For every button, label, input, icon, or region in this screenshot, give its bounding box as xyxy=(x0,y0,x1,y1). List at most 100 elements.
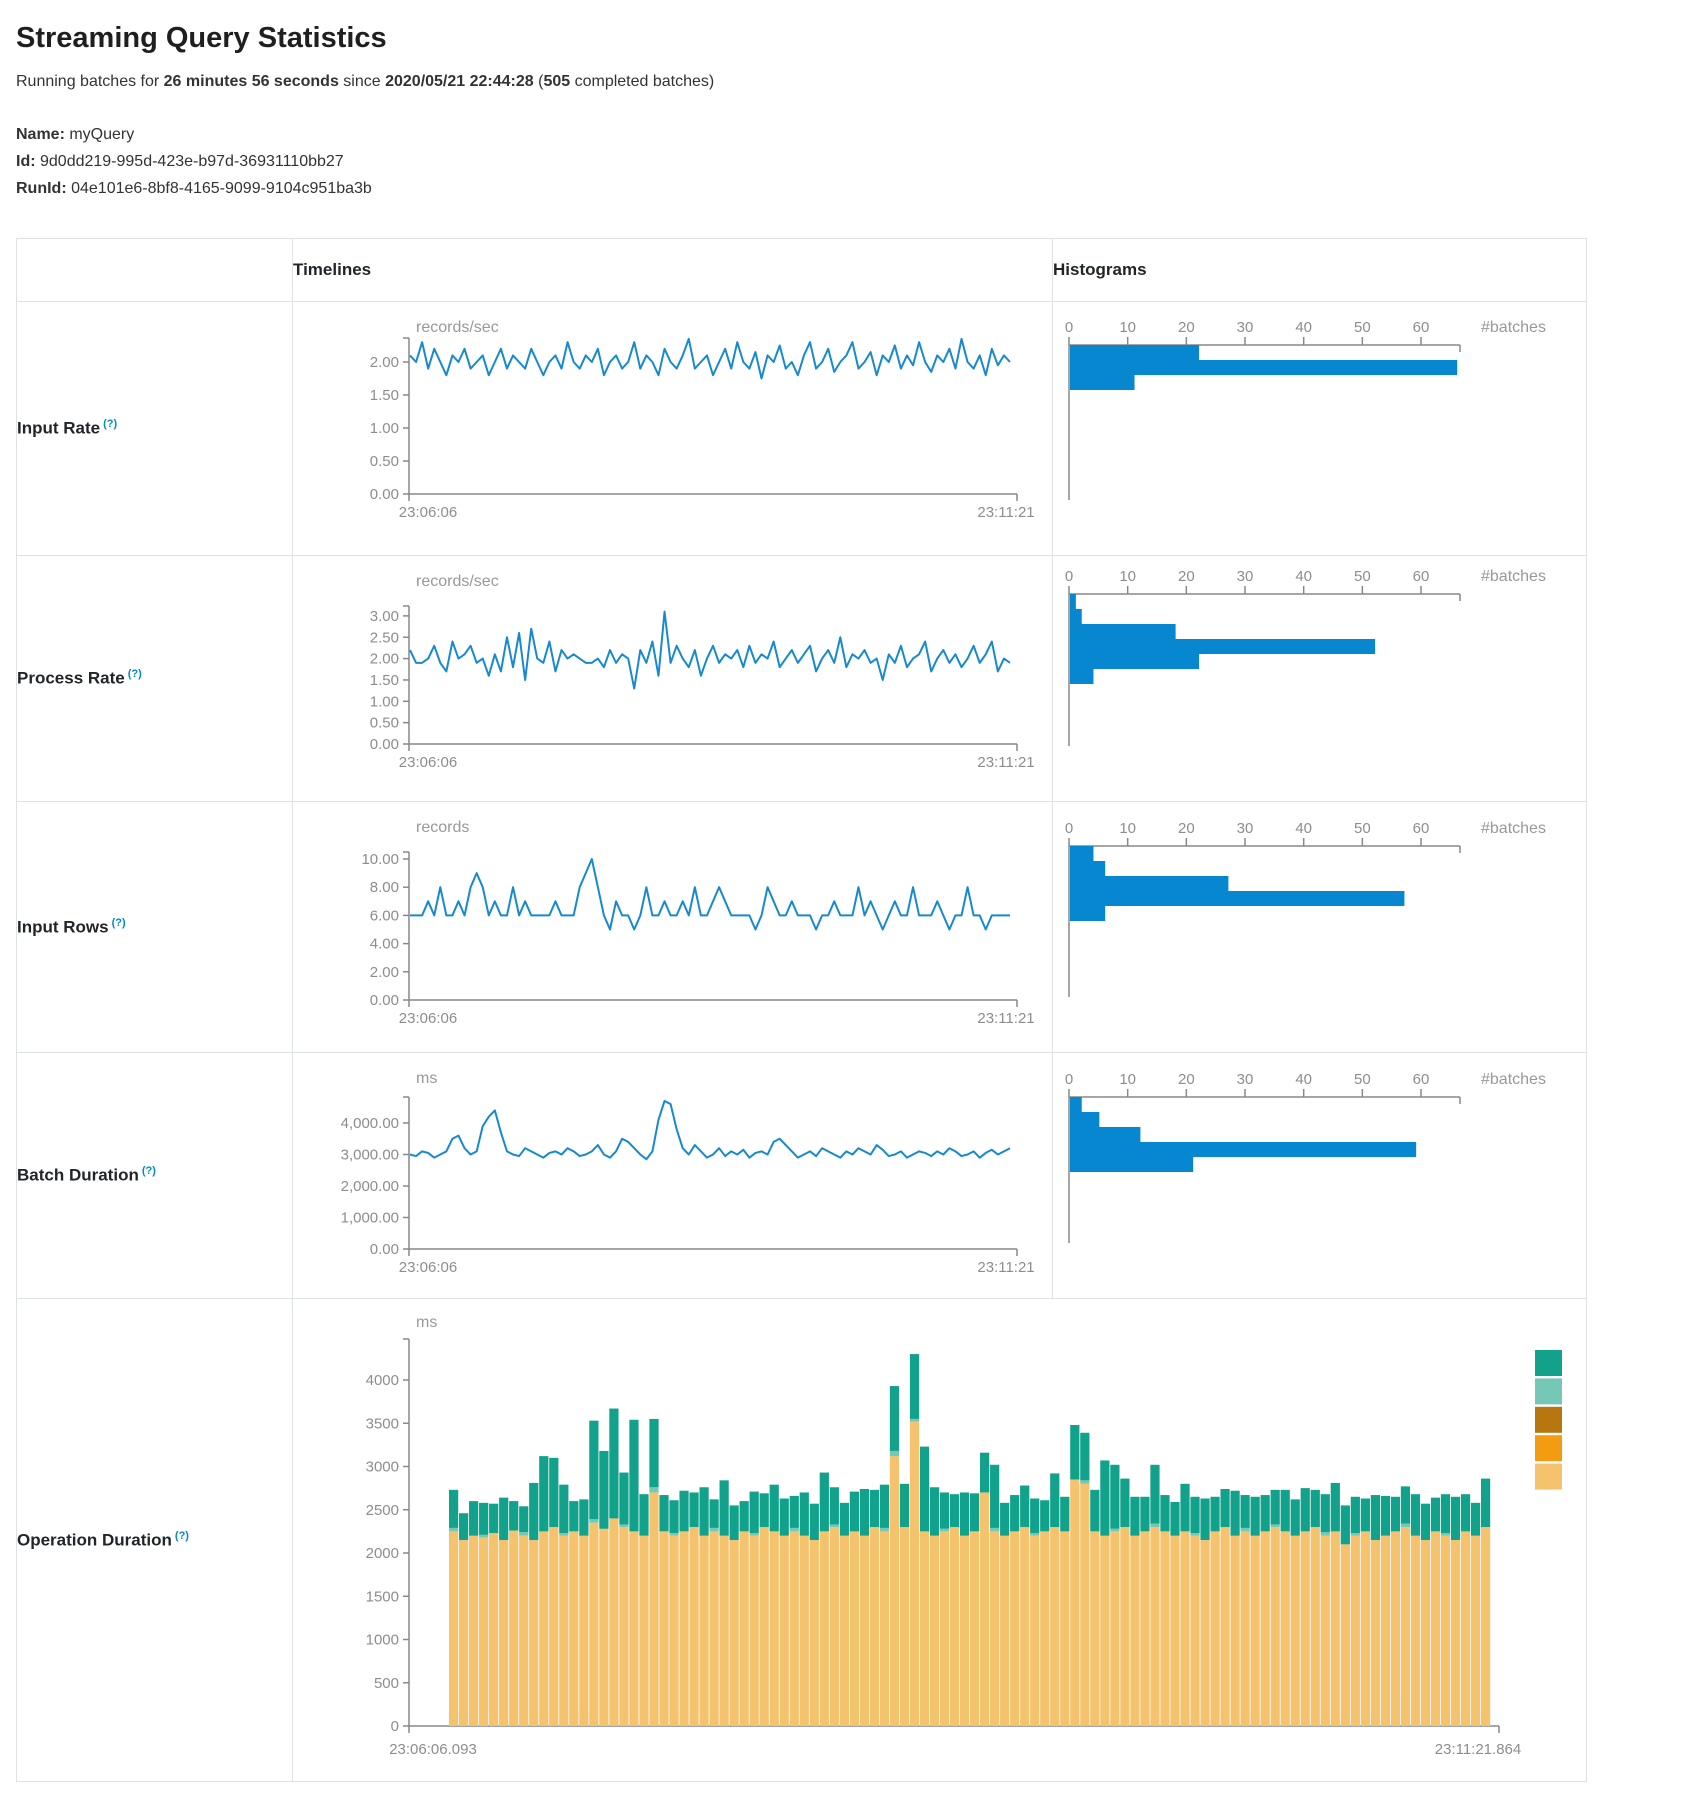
y-tick-label: 2500 xyxy=(366,1502,399,1519)
y-tick-label: 3000 xyxy=(366,1459,399,1476)
subtitle-segment: 26 minutes 56 seconds xyxy=(163,73,339,90)
y-tick-label: 1.00 xyxy=(370,693,399,710)
y-tick-label: 3.00 xyxy=(370,608,399,625)
row-label: Input Rate xyxy=(17,418,101,438)
y-tick-label: 2.00 xyxy=(370,354,399,371)
header-timelines: Timelines xyxy=(292,238,1053,302)
subtitle-segment: completed batches) xyxy=(570,73,715,90)
histogram-tick-label: 50 xyxy=(1354,568,1371,585)
batch-duration-timeline-cell: ms 4,000.00 3,000.00 2,000.00 1,000.00 0.00 23… xyxy=(292,1052,1053,1299)
input-rows-timeline-cell: records 10.00 8.00 6.00 4.00 2.00 0.00 23:06:06… xyxy=(292,801,1053,1053)
stats-row-operation-duration: Operation Duration (?) ms 4000 3500 3000 2500 2… xyxy=(16,1298,1587,1782)
histogram-tick-label: 40 xyxy=(1295,319,1312,336)
batches-unit-label: #batches xyxy=(1481,1071,1546,1088)
help-tooltip-icon[interactable]: (?) xyxy=(127,668,142,681)
subtitle-segment: since xyxy=(338,73,386,90)
y-tick-label: 2.00 xyxy=(370,964,399,981)
histogram-tick-label: 40 xyxy=(1295,568,1312,585)
help-tooltip-icon[interactable]: (?) xyxy=(141,1165,156,1178)
y-tick-label: 1500 xyxy=(366,1588,399,1605)
histogram-tick-label: 10 xyxy=(1119,319,1136,336)
row-label-cell-batch-duration: Batch Duration (?) xyxy=(16,1052,293,1299)
x-end-label: 23:11:21 xyxy=(977,504,1034,521)
help-tooltip-icon[interactable]: (?) xyxy=(103,418,118,431)
stats-row-input-rows: Input Rows (?) records 10.00 8.00 6.00 4.00 2.0… xyxy=(16,801,1587,1053)
timeline-unit-label: records/sec xyxy=(416,573,499,590)
histogram-tick-label: 60 xyxy=(1413,568,1430,585)
histogram-tick-label: 10 xyxy=(1119,1071,1136,1088)
histogram-tick-label: 10 xyxy=(1119,568,1136,585)
histogram-tick-label: 50 xyxy=(1354,1071,1371,1088)
y-tick-label: 10.00 xyxy=(361,851,399,868)
histogram-tick-label: 20 xyxy=(1178,568,1195,585)
histogram-tick-label: 0 xyxy=(1065,319,1073,336)
subtitle-segment: 505 xyxy=(543,73,571,90)
header-empty-cell xyxy=(16,238,293,302)
x-end-label: 23:11:21 xyxy=(977,754,1034,771)
histogram-tick-label: 60 xyxy=(1413,1071,1430,1088)
legend-swatch xyxy=(1535,1435,1562,1462)
row-label: Process Rate xyxy=(17,668,125,688)
x-start-label: 23:06:06 xyxy=(399,1010,457,1027)
meta-label: RunId: xyxy=(16,180,67,197)
process-rate-histogram-cell: 0 10 20 30 40 50 60 #batches xyxy=(1052,555,1587,802)
input-rows-histogram-chart: 0 10 20 30 40 50 60 #batches xyxy=(1065,820,1546,997)
process-rate-timeline-cell: records/sec 3.00 2.50 2.00 1.50 1.00 0.50 0.00 2… xyxy=(292,555,1053,802)
page-title: Streaming Query Statistics xyxy=(16,22,387,54)
row-label-cell-input-rate: Input Rate (?) xyxy=(16,301,293,556)
input-rows-histogram-cell: 0 10 20 30 40 50 60 #batches xyxy=(1052,801,1587,1053)
histogram-tick-label: 20 xyxy=(1178,319,1195,336)
y-tick-label: 1.50 xyxy=(370,387,399,404)
meta-line: Name: myQuery xyxy=(16,121,1677,148)
y-tick-label: 4,000.00 xyxy=(341,1115,399,1132)
y-tick-label: 0.00 xyxy=(370,736,399,753)
batch-duration-histogram-cell: 0 10 20 30 40 50 60 #batches xyxy=(1052,1052,1587,1299)
histogram-tick-label: 20 xyxy=(1178,820,1195,837)
histogram-tick-label: 60 xyxy=(1413,319,1430,336)
help-tooltip-icon[interactable]: (?) xyxy=(111,916,126,929)
batches-unit-label: #batches xyxy=(1481,820,1546,837)
process-rate-histogram-chart: 0 10 20 30 40 50 60 #batches xyxy=(1065,568,1546,746)
histogram-tick-label: 0 xyxy=(1065,568,1073,585)
y-tick-label: 2.00 xyxy=(370,651,399,668)
x-end-label: 23:11:21 xyxy=(977,1010,1034,1027)
x-end-label: 23:11:21 xyxy=(977,1259,1034,1276)
y-tick-label: 2,000.00 xyxy=(341,1178,399,1195)
streaming-query-statistics-page: Streaming Query Statistics Running batch… xyxy=(16,22,1677,1782)
x-start-label: 23:06:06 xyxy=(399,754,457,771)
stats-row-batch-duration: Batch Duration (?) ms 4,000.00 3,000.00 2,000… xyxy=(16,1052,1587,1299)
y-tick-label: 0 xyxy=(391,1718,399,1735)
histogram-tick-label: 20 xyxy=(1178,1071,1195,1088)
legend-swatch xyxy=(1535,1378,1562,1405)
histogram-tick-label: 10 xyxy=(1119,820,1136,837)
y-tick-label: 0.50 xyxy=(370,453,399,470)
meta-value: 04e101e6-8bf8-4165-9099-9104c951ba3b xyxy=(66,180,372,197)
batches-unit-label: #batches xyxy=(1481,568,1546,585)
y-tick-label: 6.00 xyxy=(370,907,399,924)
batches-unit-label: #batches xyxy=(1481,319,1546,336)
row-label: Batch Duration xyxy=(17,1165,139,1185)
timeline-unit-label: ms xyxy=(416,1070,437,1087)
help-tooltip-icon[interactable]: (?) xyxy=(174,1529,189,1542)
input-rate-histogram-chart: 0 10 20 30 40 50 60 #batches xyxy=(1065,319,1546,500)
y-tick-label: 2000 xyxy=(366,1545,399,1562)
histogram-tick-label: 30 xyxy=(1237,568,1254,585)
input-rate-histogram-cell: 0 10 20 30 40 50 60 #batches xyxy=(1052,301,1587,556)
y-tick-label: 500 xyxy=(374,1675,399,1692)
y-tick-label: 4000 xyxy=(366,1372,399,1389)
input-rate-timeline-cell: records/sec 2.00 1.50 1.00 0.50 0.00 23:06:06 2… xyxy=(292,301,1053,556)
legend-swatch xyxy=(1535,1406,1562,1433)
x-start-label: 23:06:06 xyxy=(399,1259,457,1276)
meta-line: Id: 9d0dd219-995d-423e-b97d-36931110bb27 xyxy=(16,148,1677,175)
histogram-tick-label: 30 xyxy=(1237,319,1254,336)
query-meta: Name: myQuery Id: 9d0dd219-995d-423e-b97d… xyxy=(16,121,1677,202)
y-tick-label: 3500 xyxy=(366,1415,399,1432)
histogram-tick-label: 30 xyxy=(1237,1071,1254,1088)
row-label: Input Rows xyxy=(17,917,109,937)
y-tick-label: 0.00 xyxy=(370,1241,399,1258)
y-tick-label: 1.00 xyxy=(370,420,399,437)
subtitle-segment: ( xyxy=(533,73,544,90)
header-histograms: Histograms xyxy=(1052,238,1587,302)
timeline-unit-label: records/sec xyxy=(416,319,499,336)
